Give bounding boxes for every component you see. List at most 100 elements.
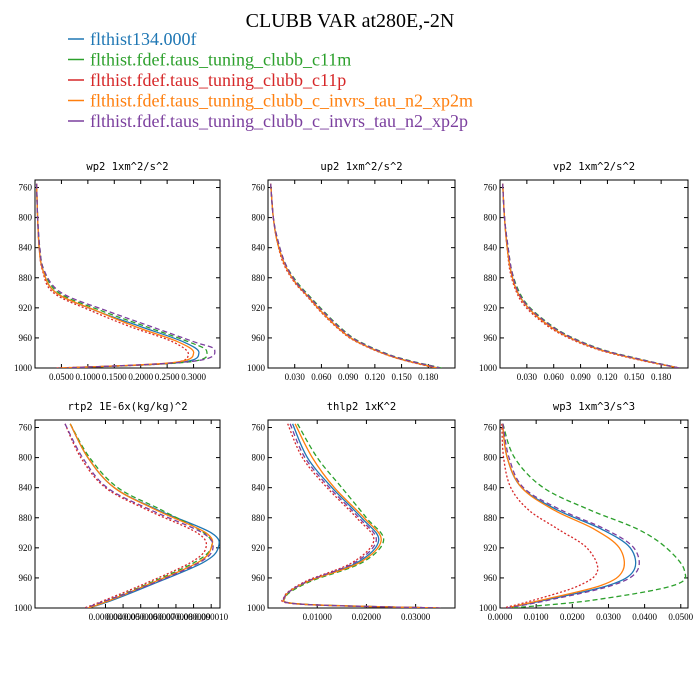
x-tick-label: 0.000010 [194,612,228,622]
y-tick-label: 880 [252,273,266,283]
y-tick-label: 800 [484,213,498,223]
x-tick-label: 0.060 [311,372,332,382]
y-tick-label: 960 [484,573,498,583]
y-tick-label: 840 [484,483,498,493]
series-line [502,183,680,368]
x-tick-label: 0.060 [544,372,565,382]
plot-frame [499,179,689,369]
panels: wp2 1xm^2/s^2 760 800 840 880 920 960 1000 0.050… [14,161,694,622]
series-line [502,423,687,608]
y-tick-label: 960 [19,573,33,583]
plot-frame [34,179,221,369]
x-tick-label: 0.000009 [177,612,211,622]
y-tick-label: 800 [252,453,266,463]
x-tick-label: 0.0100 [524,612,549,622]
legend-label: flthist.fdef.taus_tuning_clubb_c_invrs_t… [90,91,473,111]
y-tick-label: 800 [252,213,266,223]
y-tick-label: 800 [484,453,498,463]
panel-title: thlp2 1xK^2 [327,401,397,413]
legend-item: flthist.fdef.taus_tuning_clubb_c11p [68,70,346,90]
plot-frame [34,419,221,609]
x-tick-label: 0.000005 [106,612,140,622]
y-tick-label: 1000 [14,603,33,613]
legend: flthist134.000fflthist.fdef.taus_tuning_… [68,29,473,131]
series-line [502,423,640,608]
y-tick-label: 1000 [14,363,33,373]
y-tick-label: 840 [19,243,33,253]
panel-title: wp3 1xm^3/s^3 [553,401,635,413]
legend-item: flthist.fdef.taus_tuning_clubb_c11m [68,50,351,70]
x-tick-label: 0.150 [624,372,645,382]
series-line [282,423,441,608]
series-line [64,423,214,608]
y-tick-label: 760 [252,423,266,433]
y-tick-label: 840 [19,483,33,493]
x-tick-label: 0.2000 [128,372,153,382]
y-tick-label: 920 [252,303,266,313]
y-tick-label: 1000 [247,363,266,373]
y-tick-label: 1000 [479,603,498,613]
series-line [35,183,216,368]
y-tick-label: 760 [252,183,266,193]
x-tick-label: 0.0400 [632,612,657,622]
series-line [270,183,441,368]
y-tick-label: 840 [252,483,266,493]
x-tick-label: 0.03000 [401,612,431,622]
chart-panel: thlp2 1xK^2 760 800 840 880 920 960 1000 0.01000… [247,401,456,622]
x-tick-label: 0.0000 [488,612,513,622]
series-group [270,183,442,368]
series-line [270,183,438,368]
x-tick-label: 0.180 [651,372,672,382]
x-tick-label: 0.120 [365,372,386,382]
x-tick-label: 0.02000 [352,612,382,622]
legend-label: flthist.fdef.taus_tuning_clubb_c11p [90,70,346,90]
x-tick-label: 0.090 [338,372,359,382]
x-tick-label: 0.030 [517,372,538,382]
y-tick-label: 880 [484,513,498,523]
chart-panel: vp2 1xm^2/s^2 760 800 840 880 920 960 1000 0.030… [479,161,689,382]
x-tick-label: 0.1000 [75,372,100,382]
x-tick-label: 0.000008 [159,612,193,622]
chart-panel: wp3 1xm^3/s^3 760 800 840 880 920 960 10000.000… [479,401,694,622]
y-tick-label: 800 [19,213,33,223]
x-tick-label: 0.090 [570,372,591,382]
y-tick-label: 920 [484,543,498,553]
series-group [64,423,220,608]
y-tick-label: 960 [252,573,266,583]
panel-title: rtp2 1E-6x(kg/kg)^2 [67,401,187,413]
panel-title: up2 1xm^2/s^2 [320,161,402,173]
chart-panel: rtp2 1E-6x(kg/kg)^2 760 800 840 880 920 960 100… [14,401,229,622]
y-tick-label: 1000 [247,603,266,613]
y-tick-label: 840 [252,243,266,253]
y-tick-label: 920 [252,543,266,553]
plot-frame [267,419,456,609]
x-tick-label: 0.030 [285,372,306,382]
y-tick-label: 960 [252,333,266,343]
x-tick-label: 0.0500 [49,372,74,382]
legend-item: flthist134.000f [68,29,197,49]
y-tick-label: 760 [19,423,33,433]
y-tick-label: 920 [19,303,33,313]
y-tick-label: 800 [19,453,33,463]
x-tick-label: 0.0300 [596,612,621,622]
x-tick-label: 0.01000 [303,612,333,622]
plot-frame [499,419,689,609]
series-group [501,423,687,608]
y-tick-label: 920 [19,543,33,553]
legend-label: flthist134.000f [90,29,197,49]
series-group [502,183,680,368]
y-tick-label: 760 [484,183,498,193]
series-line [281,423,441,608]
y-tick-label: 920 [484,303,498,313]
panel-title: wp2 1xm^2/s^2 [86,161,168,173]
legend-label: flthist.fdef.taus_tuning_clubb_c11m [90,50,351,70]
x-tick-label: 0.000007 [141,612,175,622]
series-group [35,183,216,368]
x-tick-label: 0.2500 [155,372,180,382]
legend-item: flthist.fdef.taus_tuning_clubb_c_invrs_t… [68,111,468,131]
y-tick-label: 880 [19,513,33,523]
plot-frame [267,179,456,369]
series-line [501,423,625,608]
x-tick-label: 0.000004 [89,612,123,622]
